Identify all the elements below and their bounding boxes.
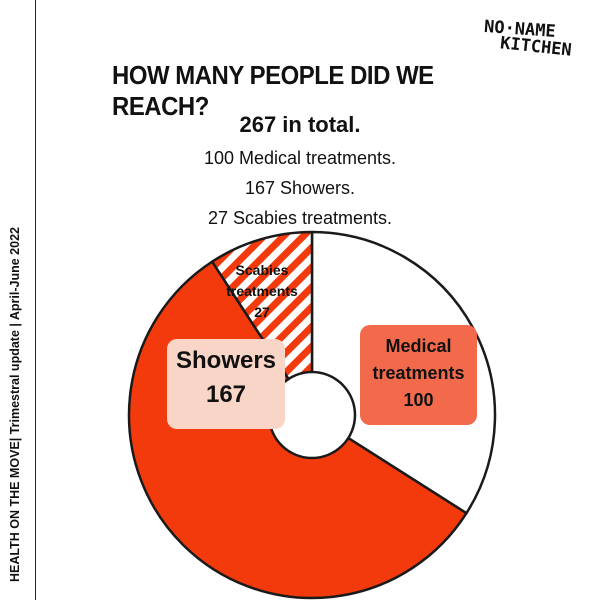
summary-line-scabies: 27 Scabies treatments. (207, 208, 393, 228)
slice-label-medical: Medical treatments 100 (360, 333, 477, 414)
slice-label-scabies-name-1: Scabies (235, 262, 289, 278)
slice-scabies (210, 230, 314, 417)
slice-label-showers-name: Showers (175, 347, 277, 374)
sidebar-divider (35, 0, 36, 600)
showers-label-box (167, 339, 285, 429)
page-title: HOW MANY PEOPLE DID WE REACH? (112, 60, 434, 121)
summary-line-showers: 167 Showers. (244, 178, 356, 198)
slice-label-scabies-name-2: treatments (226, 283, 298, 299)
slice-label-scabies: Scabies treatments 27 (212, 260, 312, 323)
medical-label-box (360, 325, 477, 425)
slice-label-showers: Showers 167 (167, 344, 285, 412)
slice-label-medical-value: 100 (403, 390, 434, 410)
summary-line-medical: 100 Medical treatments. (203, 148, 397, 168)
slice-label-scabies-value: 27 (254, 304, 270, 320)
slice-label-medical-name-1: Medical (385, 336, 452, 356)
summary-total: 267 in total. (239, 112, 361, 137)
slice-label-showers-value: 167 (205, 381, 247, 408)
slice-label-medical-name-2: treatments (372, 363, 465, 383)
